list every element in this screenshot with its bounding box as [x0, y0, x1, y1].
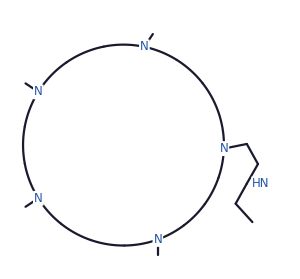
Text: N: N: [34, 85, 43, 98]
Text: N: N: [140, 40, 149, 53]
Text: N: N: [34, 192, 43, 205]
Text: N: N: [220, 142, 228, 155]
Text: HN: HN: [252, 177, 269, 190]
Text: N: N: [154, 233, 162, 246]
